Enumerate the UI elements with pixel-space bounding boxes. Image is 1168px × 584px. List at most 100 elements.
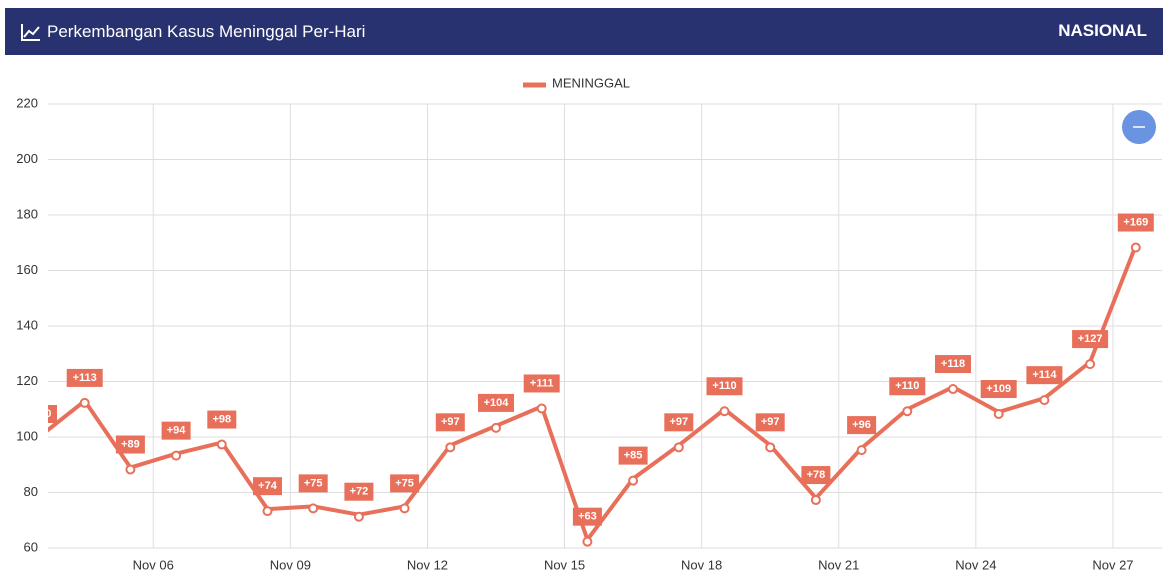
data-label: +74 — [258, 480, 278, 492]
legend-label: MENINGGAL — [552, 75, 630, 90]
x-tick-label: Nov 24 — [955, 557, 996, 572]
x-tick-label: Nov 27 — [1092, 557, 1133, 572]
data-label: +97 — [761, 416, 780, 428]
x-tick-label: Nov 18 — [681, 557, 722, 572]
title: Perkembangan Kasus Meninggal Per-Hari — [47, 22, 366, 41]
label-box — [523, 374, 560, 393]
label-box — [435, 413, 465, 432]
label-box — [1117, 213, 1154, 232]
label-box — [390, 474, 420, 493]
data-label: +75 — [395, 477, 414, 489]
data-label: +110 — [712, 380, 736, 392]
y-tick-label: 220 — [16, 95, 38, 110]
data-label: +127 — [1078, 333, 1103, 345]
x-tick-label: Nov 06 — [133, 557, 174, 572]
data-label: +169 — [1123, 216, 1148, 228]
y-tick-label: 60 — [24, 539, 38, 554]
point-marker — [216, 439, 227, 450]
header: Perkembangan Kasus Meninggal Per-Hari NA… — [5, 8, 1163, 55]
label-box — [801, 466, 831, 485]
point-marker — [262, 506, 273, 517]
point-marker — [1039, 395, 1050, 406]
x-tick-label: Nov 12 — [407, 557, 448, 572]
data-label: +109 — [986, 383, 1011, 395]
x-tick-label: Nov 15 — [544, 557, 585, 572]
data-label: +89 — [121, 438, 140, 450]
data-label: +113 — [73, 372, 97, 384]
y-tick-label: 160 — [16, 262, 38, 277]
point-marker — [628, 475, 639, 486]
data-label: +104 — [484, 397, 510, 409]
label-box — [706, 377, 743, 396]
data-label: +97 — [441, 416, 460, 428]
data-label: +100 — [27, 408, 52, 420]
point-marker — [719, 406, 730, 417]
point-marker — [308, 503, 319, 514]
data-label: +72 — [350, 486, 369, 498]
point-marker — [810, 495, 821, 506]
label-box — [889, 377, 926, 396]
x-tick-label: Nov 09 — [270, 557, 311, 572]
label-box — [755, 413, 785, 432]
point-marker — [125, 464, 136, 475]
point-marker — [353, 511, 364, 522]
y-tick-label: 80 — [24, 484, 38, 499]
label-box — [207, 410, 237, 429]
point-marker — [491, 422, 501, 433]
data-label: +114 — [1032, 369, 1057, 381]
label-box — [572, 507, 602, 526]
label-box — [980, 380, 1017, 399]
label-box — [847, 416, 877, 435]
point-marker — [536, 403, 547, 414]
point-marker — [948, 384, 958, 395]
data-label: +96 — [852, 419, 871, 431]
label-box — [664, 413, 694, 432]
y-tick-label: 140 — [16, 317, 38, 332]
y-tick-label: 200 — [16, 151, 38, 166]
data-label: +94 — [167, 425, 187, 437]
point-marker — [856, 445, 867, 456]
label-box — [478, 393, 514, 412]
data-label: +118 — [941, 358, 965, 370]
chart-icon — [21, 24, 40, 41]
label-box — [1026, 366, 1063, 385]
y-tick-label: 180 — [16, 206, 38, 221]
plot: +100 +113 +89 +94 +98 +74 +75 +72 +75 +97 +104 +111… — [27, 103, 1162, 549]
data-label: +75 — [304, 477, 323, 489]
label-box — [115, 435, 145, 454]
point-marker — [902, 406, 913, 417]
label-box — [298, 474, 328, 493]
y-tick-label: 100 — [16, 428, 38, 443]
data-label: +98 — [212, 413, 231, 425]
label-box — [618, 446, 648, 465]
label-box — [48, 405, 57, 423]
y-tick-label: 120 — [16, 373, 38, 388]
point-marker — [582, 536, 593, 547]
data-label: +110 — [895, 380, 919, 392]
data-label: +78 — [807, 469, 826, 481]
label-box — [253, 477, 282, 496]
label-box — [935, 355, 971, 374]
data-label: +63 — [578, 511, 597, 523]
label-box — [66, 368, 103, 387]
data-label: +85 — [624, 450, 643, 462]
point-marker — [765, 442, 776, 453]
data-label: +97 — [669, 416, 688, 428]
point-marker — [171, 450, 182, 461]
point-marker — [673, 442, 684, 453]
data-label: +111 — [530, 377, 554, 389]
point-marker — [1130, 242, 1141, 253]
label-box — [344, 482, 374, 501]
label-box — [161, 421, 191, 440]
region: NASIONAL — [1058, 21, 1147, 40]
line — [48, 244, 1138, 542]
point-marker — [993, 409, 1004, 420]
point-marker — [1085, 359, 1096, 370]
point-marker — [399, 503, 410, 514]
point-marker — [79, 397, 90, 408]
point-marker — [445, 442, 456, 453]
x-tick-label: Nov 21 — [818, 557, 859, 572]
label-box — [1072, 330, 1109, 349]
